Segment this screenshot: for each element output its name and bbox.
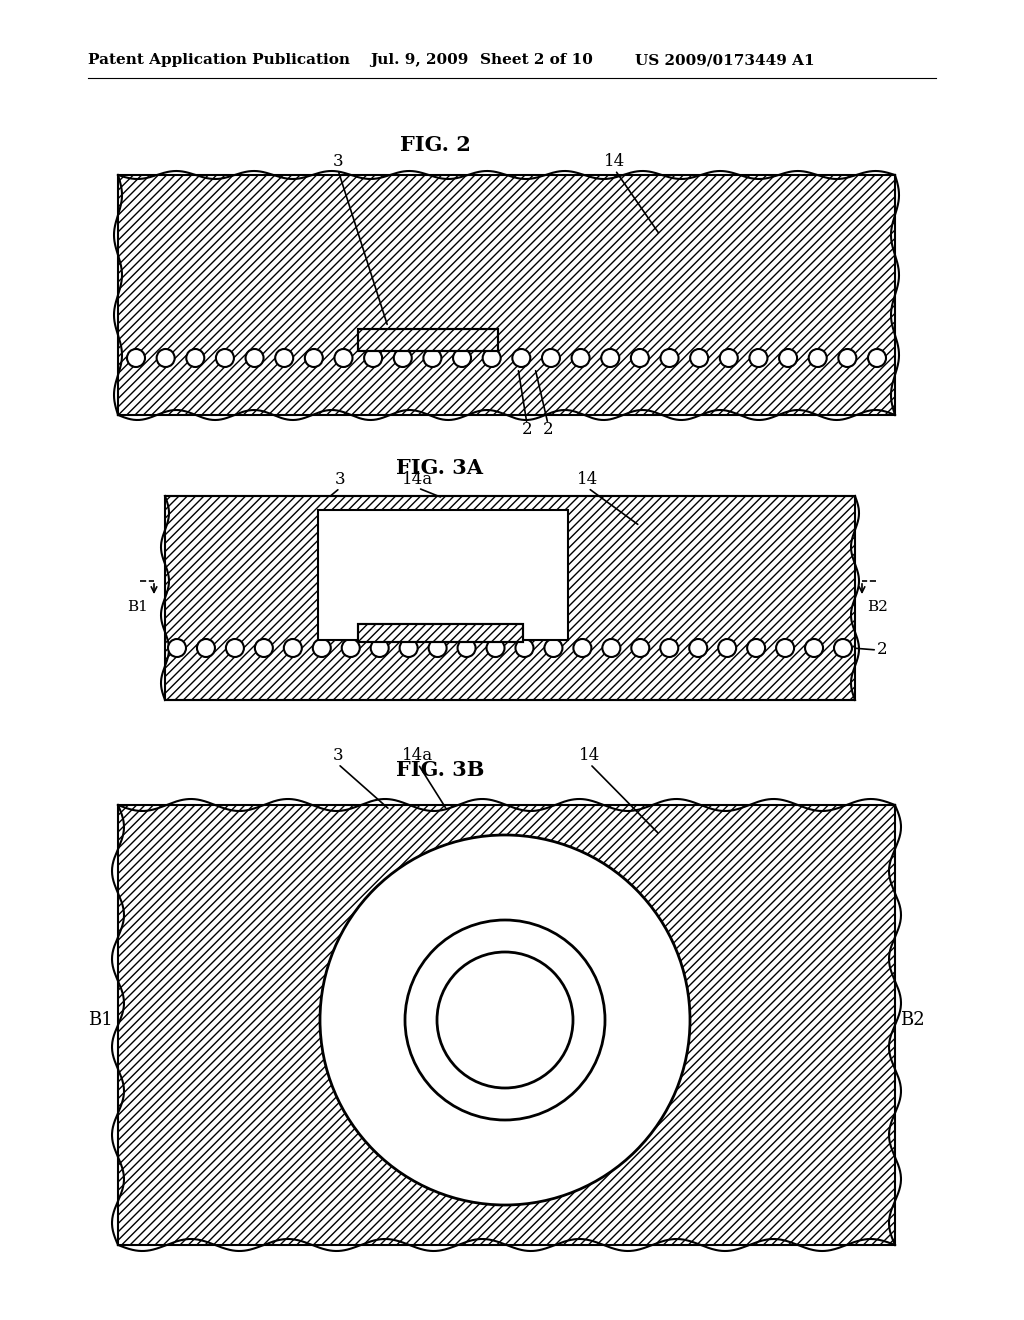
Text: 3: 3 <box>335 471 345 488</box>
Circle shape <box>868 348 886 367</box>
Text: B2: B2 <box>867 601 889 614</box>
Circle shape <box>512 348 530 367</box>
Circle shape <box>335 348 352 367</box>
Circle shape <box>809 348 826 367</box>
Circle shape <box>689 639 708 657</box>
Bar <box>358 329 498 351</box>
Text: 2: 2 <box>877 642 888 659</box>
Circle shape <box>690 348 709 367</box>
Circle shape <box>571 348 590 367</box>
Circle shape <box>839 348 856 367</box>
Text: 2: 2 <box>521 421 532 438</box>
Circle shape <box>305 348 323 367</box>
Circle shape <box>255 639 272 657</box>
Circle shape <box>779 348 797 367</box>
Text: FIG. 2: FIG. 2 <box>399 135 470 154</box>
Bar <box>358 329 498 351</box>
Bar <box>118 805 895 1245</box>
Circle shape <box>453 348 471 367</box>
Circle shape <box>394 348 412 367</box>
Circle shape <box>542 348 560 367</box>
Text: 3: 3 <box>333 153 343 170</box>
Circle shape <box>602 639 621 657</box>
Circle shape <box>573 639 592 657</box>
Circle shape <box>458 639 475 657</box>
Circle shape <box>406 920 605 1119</box>
Circle shape <box>632 639 649 657</box>
Circle shape <box>660 639 678 657</box>
Circle shape <box>312 639 331 657</box>
Bar <box>118 176 895 414</box>
Circle shape <box>319 836 690 1205</box>
Circle shape <box>545 639 562 657</box>
Circle shape <box>371 639 389 657</box>
Text: B1: B1 <box>88 1011 113 1030</box>
Text: US 2009/0173449 A1: US 2009/0173449 A1 <box>635 53 815 67</box>
Circle shape <box>284 639 302 657</box>
Circle shape <box>515 639 534 657</box>
Text: 2: 2 <box>543 421 553 438</box>
Circle shape <box>631 348 649 367</box>
Bar <box>318 510 568 640</box>
Circle shape <box>437 952 573 1088</box>
Circle shape <box>197 639 215 657</box>
Circle shape <box>399 639 418 657</box>
Bar <box>358 624 523 642</box>
Bar <box>358 624 523 642</box>
Circle shape <box>718 639 736 657</box>
Text: 14: 14 <box>604 153 626 170</box>
Circle shape <box>660 348 679 367</box>
Circle shape <box>186 348 204 367</box>
Text: Sheet 2 of 10: Sheet 2 of 10 <box>480 53 593 67</box>
Text: 14a: 14a <box>402 747 433 764</box>
Circle shape <box>226 639 244 657</box>
Circle shape <box>423 348 441 367</box>
Circle shape <box>216 348 233 367</box>
Text: B1: B1 <box>128 601 148 614</box>
Circle shape <box>482 348 501 367</box>
Circle shape <box>748 639 765 657</box>
Text: 3: 3 <box>333 747 343 764</box>
Circle shape <box>246 348 263 367</box>
Bar <box>165 496 855 700</box>
Circle shape <box>805 639 823 657</box>
Circle shape <box>429 639 446 657</box>
Circle shape <box>342 639 359 657</box>
Text: 14: 14 <box>580 747 601 764</box>
Text: Jul. 9, 2009: Jul. 9, 2009 <box>370 53 468 67</box>
Circle shape <box>365 348 382 367</box>
Text: B2: B2 <box>900 1011 925 1030</box>
Circle shape <box>127 348 145 367</box>
Text: FIG. 3A: FIG. 3A <box>396 458 483 478</box>
Circle shape <box>601 348 620 367</box>
Circle shape <box>168 639 186 657</box>
Circle shape <box>750 348 767 367</box>
Circle shape <box>157 348 175 367</box>
Circle shape <box>776 639 794 657</box>
Text: 14: 14 <box>578 471 599 488</box>
Circle shape <box>275 348 293 367</box>
Circle shape <box>486 639 505 657</box>
Circle shape <box>720 348 738 367</box>
Circle shape <box>834 639 852 657</box>
Text: 14a: 14a <box>402 471 433 488</box>
Text: FIG. 3B: FIG. 3B <box>396 760 484 780</box>
Text: Patent Application Publication: Patent Application Publication <box>88 53 350 67</box>
